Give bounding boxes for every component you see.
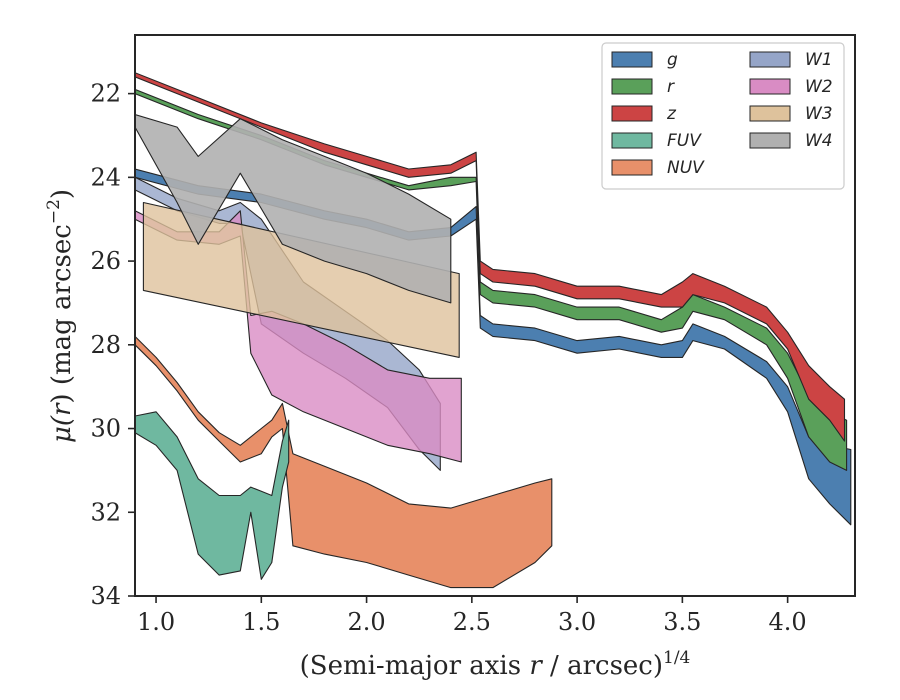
y-tick-label: 28: [90, 331, 121, 359]
x-axis: 1.0 1.5 2.0 2.5 3.0 3.5 4.0: [137, 596, 807, 636]
legend-swatch: [611, 159, 653, 176]
x-axis-label-exponent: 1/4: [663, 648, 690, 668]
x-tick-label: 3.0: [558, 608, 596, 636]
legend-swatch: [611, 132, 653, 149]
legend-swatch: [611, 78, 653, 95]
legend-label: NUV: [667, 158, 705, 178]
legend-swatch: [749, 78, 791, 95]
legend-item-g: g: [611, 50, 678, 70]
x-axis-label-var: r: [529, 651, 543, 681]
y-tick-label: 30: [90, 415, 121, 443]
x-tick-label: 1.5: [242, 608, 280, 636]
legend-label: z: [666, 104, 677, 124]
x-tick-label: 2.0: [347, 608, 385, 636]
y-axis-label-mu: μ(: [47, 415, 77, 443]
x-tick-label: 1.0: [137, 608, 175, 636]
legend-label: W1: [805, 50, 833, 70]
y-tick-label: 26: [90, 247, 121, 275]
area-layer: [135, 72, 852, 589]
legend-item-r: r: [611, 77, 675, 97]
x-axis-label-tail: / arcsec): [542, 651, 663, 681]
legend-swatch: [749, 132, 791, 149]
y-axis-label: μ(r) (mag arcsec−2): [44, 189, 77, 443]
band-nuv: [135, 335, 553, 589]
plot-frame: [134, 34, 856, 597]
legend-label: r: [667, 77, 675, 97]
legend-swatch: [611, 105, 653, 122]
legend-label: FUV: [667, 131, 702, 151]
legend-item-w1: W1: [749, 50, 833, 70]
legend-label: W3: [805, 104, 833, 124]
band-z: [135, 72, 846, 442]
y-axis-label-exponent: −2: [44, 199, 64, 224]
legend-item-nuv: NUV: [611, 158, 705, 178]
legend-label: g: [667, 50, 678, 70]
legend-label: W2: [805, 77, 833, 97]
y-tick-label: 22: [90, 80, 121, 108]
y-axis: 22 24 26 28 30 32 34: [90, 80, 135, 610]
legend-item-w4: W4: [749, 131, 833, 151]
legend-item-fuv: FUV: [611, 131, 702, 151]
band-fuv: [135, 411, 290, 580]
band-g: [135, 168, 852, 526]
legend-swatch: [749, 51, 791, 68]
legend-swatch: [611, 51, 653, 68]
x-tick-label: 4.0: [769, 608, 807, 636]
legend-item-w3: W3: [749, 104, 833, 124]
y-axis-label-var: r: [47, 402, 77, 416]
x-axis-label: (Semi-major axis r / arcsec)1/4: [300, 648, 691, 681]
legend-label: W4: [805, 131, 833, 151]
legend-swatch: [749, 105, 791, 122]
y-tick-label: 34: [90, 582, 121, 610]
legend-item-z: z: [611, 104, 677, 124]
y-axis-label-mid: ) (mag arcsec: [47, 224, 77, 403]
x-axis-label-head: (Semi-major axis: [300, 651, 530, 681]
legend: grz FUV NUV W1 W2 W3 W4: [601, 42, 845, 190]
legend-item-w2: W2: [749, 77, 833, 97]
y-tick-label: 32: [90, 498, 121, 526]
x-tick-label: 2.5: [453, 608, 491, 636]
x-tick-label: 3.5: [663, 608, 701, 636]
y-axis-label-end: ): [47, 189, 77, 199]
band-w4: [135, 113, 452, 304]
y-tick-label: 24: [90, 163, 121, 191]
